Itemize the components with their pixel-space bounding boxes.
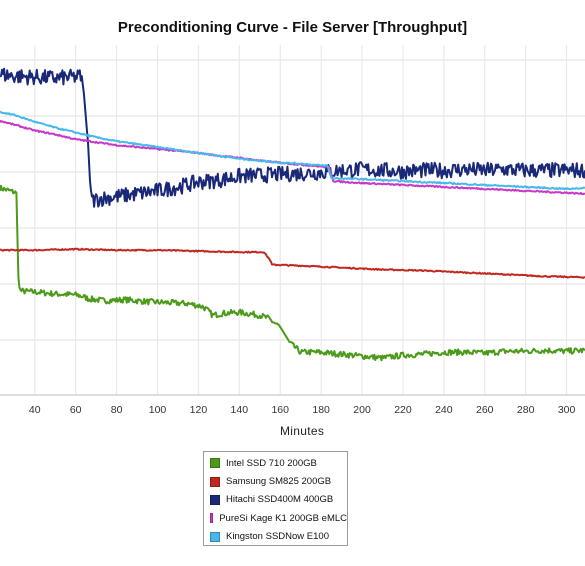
x-tick-label: 280 <box>517 404 535 416</box>
x-axis: 40 60 80 100 120 140 160 180 200 220 240 260 280 300 <box>0 394 585 416</box>
legend-item: Hitachi SSD400M 400GB <box>210 491 347 509</box>
legend-swatch <box>210 513 214 524</box>
x-tick-label: 260 <box>476 404 494 416</box>
x-tick-label: 160 <box>271 404 289 416</box>
x-tick-label: 300 <box>558 404 576 416</box>
plot-background <box>0 45 585 395</box>
series-lines <box>0 67 585 362</box>
x-tick-label: 200 <box>353 404 371 416</box>
x-tick-label: 240 <box>435 404 453 416</box>
x-axis-label: Minutes <box>280 424 325 438</box>
x-tick-label: 180 <box>312 404 330 416</box>
legend-item: Kingston SSDNow E100 <box>210 528 347 546</box>
legend-swatch <box>210 476 220 487</box>
series-line-4 <box>0 110 585 191</box>
legend-item: PureSi Kage K1 200GB eMLC <box>210 509 347 527</box>
x-tick-label: 100 <box>149 404 167 416</box>
legend-label: Kingston SSDNow E100 <box>226 531 329 543</box>
legend-label: PureSi Kage K1 200GB eMLC <box>219 512 347 524</box>
x-tick-label: 140 <box>231 404 249 416</box>
legend-label: Samsung SM825 200GB <box>226 476 332 488</box>
x-tick-label: 40 <box>29 404 41 416</box>
legend-item: Intel SSD 710 200GB <box>210 454 347 472</box>
legend-item: Samsung SM825 200GB <box>210 472 347 490</box>
series-line-1 <box>0 247 585 279</box>
chart-title: Preconditioning Curve - File Server [Thr… <box>117 19 468 36</box>
x-tick-label: 80 <box>111 404 123 416</box>
x-tick-label: 120 <box>190 404 208 416</box>
legend-swatch <box>210 494 220 505</box>
legend-swatch <box>210 458 220 469</box>
legend-swatch <box>210 531 220 542</box>
x-tick-label: 220 <box>394 404 412 416</box>
legend-label: Hitachi SSD400M 400GB <box>226 494 334 506</box>
legend-label: Intel SSD 710 200GB <box>226 457 317 469</box>
legend: Intel SSD 710 200GB Samsung SM825 200GB Hi… <box>203 451 348 546</box>
series-line-0 <box>0 184 585 362</box>
series-line-2 <box>0 67 585 208</box>
x-tick-label: 60 <box>70 404 82 416</box>
grid-lines <box>0 45 585 395</box>
